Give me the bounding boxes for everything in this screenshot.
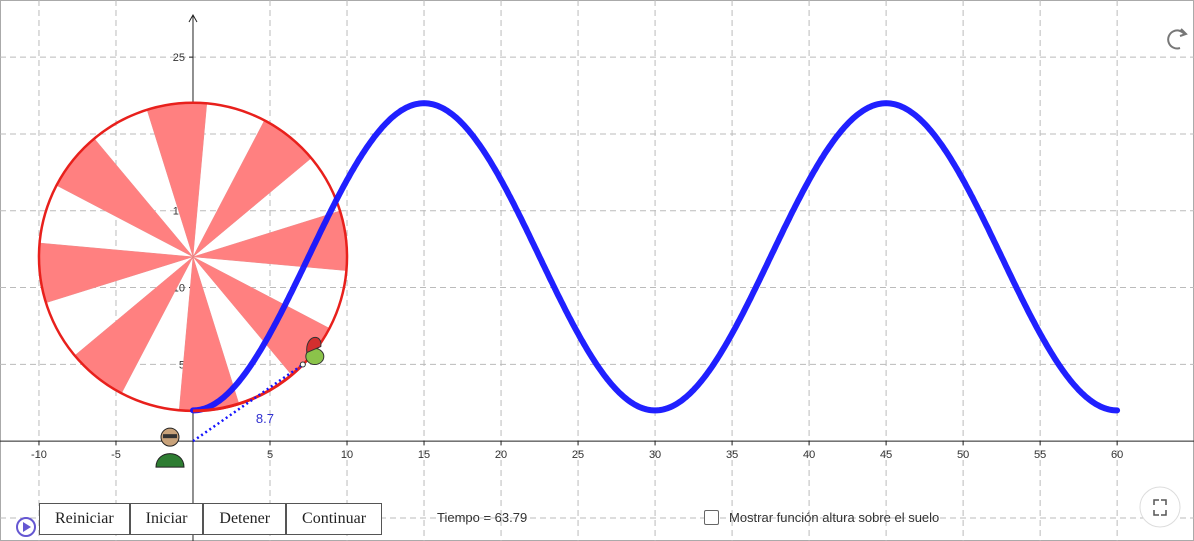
x-tick-label: 35 [726,449,738,461]
continue-button[interactable]: Continuar [286,503,383,535]
reset-button[interactable]: Reiniciar [39,503,130,535]
x-tick-label: 30 [649,449,661,461]
y-tick-label: 5 [179,359,185,371]
observer-glasses [162,434,177,439]
x-tick-label: 55 [1034,449,1046,461]
x-tick-label: -10 [31,449,47,461]
height-curve [190,100,1121,414]
x-tick-label: 40 [803,449,815,461]
travel-arc [192,363,304,413]
stop-button[interactable]: Detener [203,503,287,535]
start-button[interactable]: Iniciar [129,503,204,535]
x-tick-label: 60 [1111,449,1123,461]
button-bar: Reiniciar Iniciar Detener Continuar [39,503,383,535]
x-tick-label: 25 [572,449,584,461]
observer-body [155,453,185,468]
y-tick-label: 25 [173,52,185,64]
checkbox-label: Mostrar función altura sobre el suelo [729,510,940,525]
y-axis-arrow [188,13,198,23]
distance-label: 8.7 [256,411,274,426]
x-tick-label: 45 [880,449,892,461]
x-tick-label: 10 [341,449,353,461]
fullscreen-button [1139,486,1181,528]
refresh-icon [1167,28,1188,50]
rider-point [299,361,306,368]
x-tick-label: -5 [111,449,121,461]
distance-line [192,363,304,443]
rider-icon [305,337,325,366]
x-tick-label: 15 [418,449,430,461]
rider-hat [306,337,322,354]
checkbox[interactable]: Mostrar función altura sobre el suelo [704,510,939,525]
x-tick-label: 20 [495,449,507,461]
observer-icon [155,427,185,468]
checkbox-box[interactable] [704,510,719,525]
x-tick-label: 50 [957,449,969,461]
time-label: Tiempo = 63.79 [437,510,528,525]
x-tick-label: 5 [267,449,273,461]
fullscreen-icon [1153,499,1167,516]
play-icon [23,522,31,532]
